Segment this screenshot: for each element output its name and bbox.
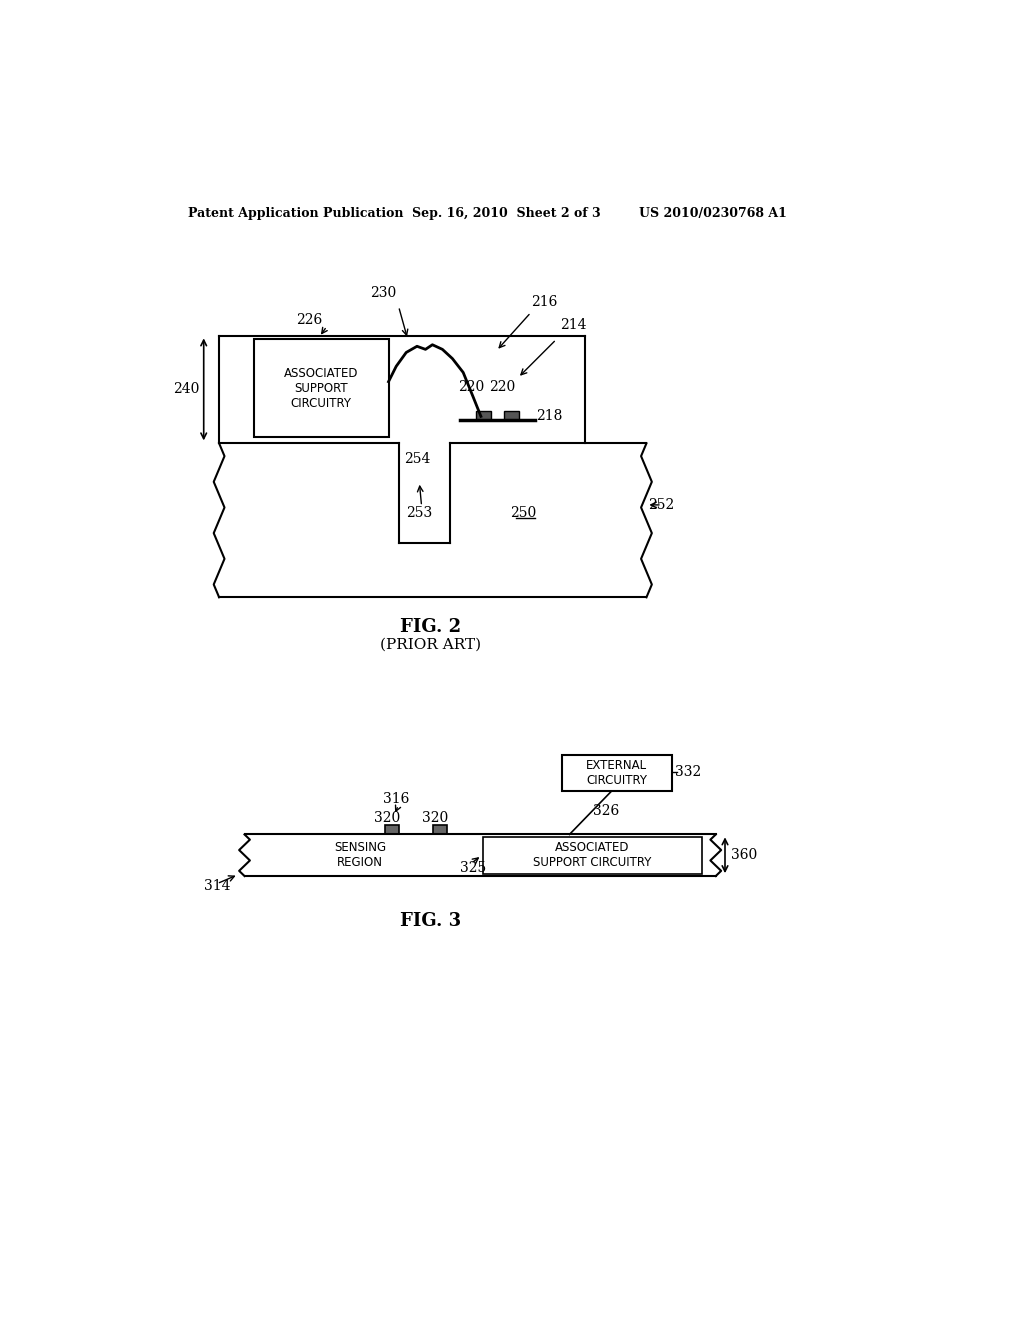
Text: 216: 216 [531, 296, 557, 309]
Text: (PRIOR ART): (PRIOR ART) [380, 638, 481, 652]
Text: Sep. 16, 2010  Sheet 2 of 3: Sep. 16, 2010 Sheet 2 of 3 [412, 207, 600, 220]
Text: 332: 332 [675, 766, 701, 779]
Text: 214: 214 [560, 318, 587, 333]
Bar [562, 755, 672, 792]
Text: 360: 360 [731, 849, 758, 862]
Text: 316: 316 [383, 792, 410, 807]
Text: 320: 320 [374, 810, 400, 825]
Text: 326: 326 [593, 804, 618, 818]
Text: FIG. 2: FIG. 2 [400, 618, 462, 635]
Text: 320: 320 [422, 810, 449, 825]
Text: 240: 240 [173, 383, 200, 396]
Text: US 2010/0230768 A1: US 2010/0230768 A1 [639, 207, 786, 220]
Text: 220: 220 [459, 380, 484, 393]
Text: FIG. 3: FIG. 3 [400, 912, 462, 929]
Text: 250: 250 [510, 506, 537, 520]
Bar [504, 411, 519, 420]
Text: 253: 253 [407, 506, 432, 520]
Text: 226: 226 [296, 313, 323, 327]
Text: 230: 230 [370, 286, 396, 300]
Bar [433, 825, 447, 834]
Text: 314: 314 [204, 879, 230, 894]
Text: Patent Application Publication: Patent Application Publication [188, 207, 403, 220]
Text: ASSOCIATED
SUPPORT CIRCUITRY: ASSOCIATED SUPPORT CIRCUITRY [534, 841, 651, 870]
Bar [385, 825, 398, 834]
Text: EXTERNAL
CIRCUITRY: EXTERNAL CIRCUITRY [587, 759, 647, 787]
Bar [475, 411, 490, 420]
Bar [254, 339, 388, 437]
Text: 218: 218 [537, 409, 563, 424]
Text: 254: 254 [403, 451, 430, 466]
Text: 220: 220 [489, 380, 516, 393]
Bar [483, 837, 701, 874]
Text: SENSING
REGION: SENSING REGION [334, 841, 386, 870]
Text: 252: 252 [648, 498, 674, 512]
Text: ASSOCIATED
SUPPORT
CIRCUITRY: ASSOCIATED SUPPORT CIRCUITRY [284, 367, 358, 409]
Text: 325: 325 [460, 862, 486, 875]
